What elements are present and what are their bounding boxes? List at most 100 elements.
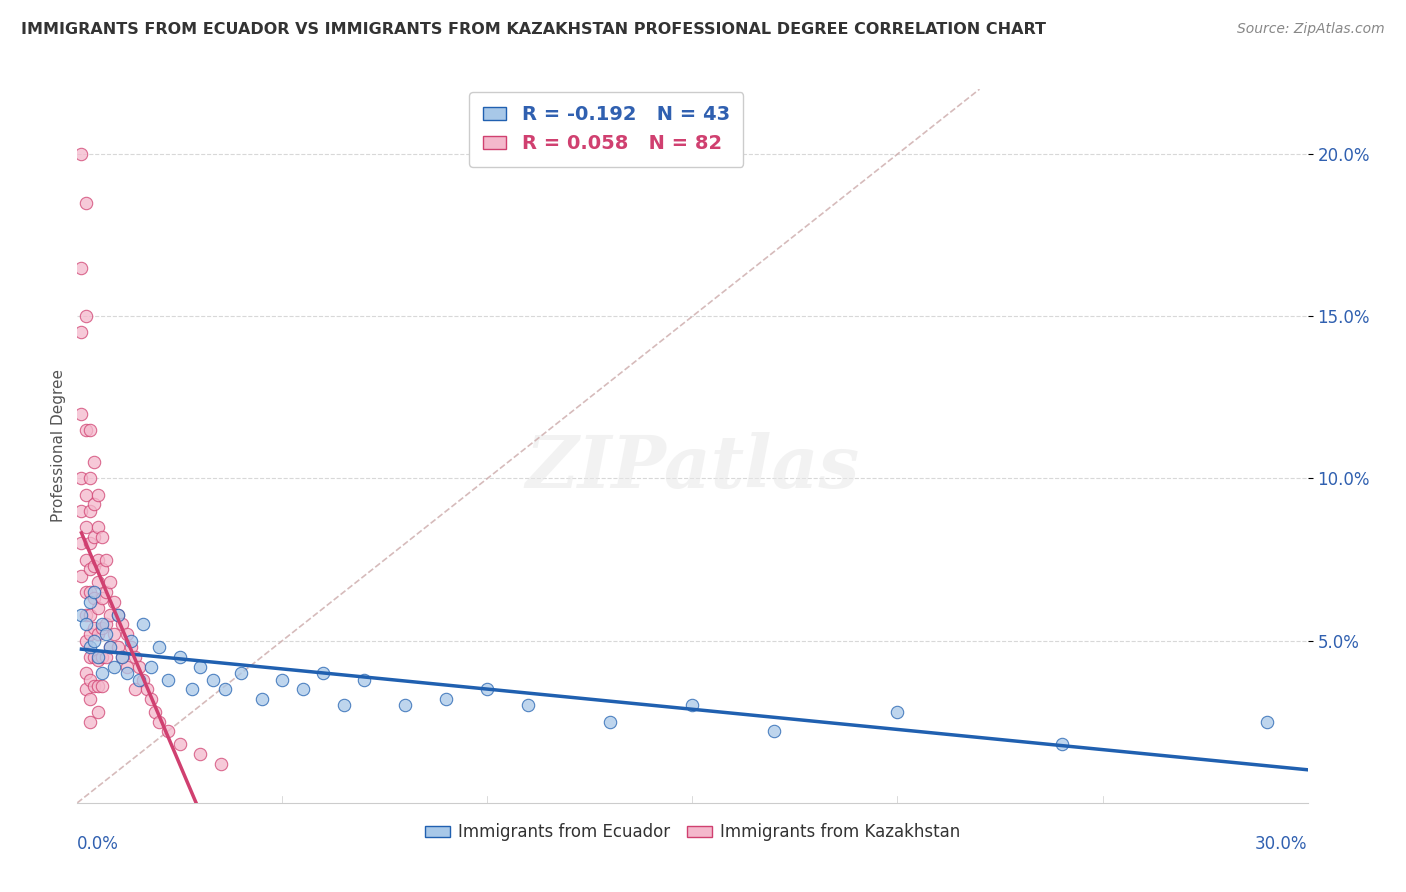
Point [79,714,101,729]
Point [79,562,101,576]
Point [79,471,101,485]
Point [103,627,125,641]
Point [79,692,101,706]
Point [70,326,93,340]
Point [141,692,163,706]
Point [98,640,121,654]
Point [75,585,97,599]
Point [79,585,101,599]
Point [79,627,101,641]
Point [1050,738,1073,752]
Point [70,147,93,161]
Point [115,627,138,641]
Point [70,607,93,622]
Point [143,705,166,719]
Point [90,591,114,606]
Point [599,714,621,729]
Point [886,705,908,719]
Point [682,698,704,713]
Point [107,640,129,654]
Point [169,649,191,664]
Point [517,698,540,713]
Point [353,673,375,687]
Point [79,673,101,687]
Point [83,621,105,635]
Point [70,536,93,550]
Point [75,617,97,632]
Point [94,617,117,632]
Point [87,649,110,664]
Point [87,653,110,667]
Point [181,682,204,697]
Point [120,633,142,648]
Point [87,705,110,719]
Point [75,682,97,697]
Text: 0.0%: 0.0% [77,835,120,853]
Point [394,698,416,713]
Legend: Immigrants from Ecuador, Immigrants from Kazakhstan: Immigrants from Ecuador, Immigrants from… [418,817,967,848]
Point [75,633,97,648]
Point [79,640,101,654]
Point [271,673,294,687]
Point [70,504,93,518]
Point [94,552,117,566]
Text: Source: ZipAtlas.com: Source: ZipAtlas.com [1237,22,1385,37]
Point [70,407,93,421]
Point [98,640,121,654]
Point [83,633,105,648]
Point [128,673,150,687]
Point [132,617,155,632]
Point [70,260,93,275]
Point [90,666,114,681]
Point [291,682,314,697]
Point [115,666,138,681]
Point [90,617,114,632]
Point [132,673,155,687]
Point [70,568,93,582]
Point [107,607,129,622]
Point [477,682,499,697]
Point [79,536,101,550]
Point [75,488,97,502]
Point [188,659,212,673]
Point [333,698,356,713]
Point [94,649,117,664]
Point [98,575,121,590]
Point [83,585,105,599]
Point [312,666,335,681]
Point [83,679,105,693]
Y-axis label: Professional Degree: Professional Degree [51,369,66,523]
Point [436,692,458,706]
Point [79,607,101,622]
Point [75,423,97,437]
Text: IMMIGRANTS FROM ECUADOR VS IMMIGRANTS FROM KAZAKHSTAN PROFESSIONAL DEGREE CORREL: IMMIGRANTS FROM ECUADOR VS IMMIGRANTS FR… [21,22,1046,37]
Point [201,673,224,687]
Point [75,520,97,534]
Point [83,497,105,511]
Point [111,649,134,664]
Point [75,310,97,324]
Point [79,504,101,518]
Point [115,659,138,673]
Point [1256,714,1278,729]
Point [111,617,134,632]
Point [156,673,179,687]
Point [136,682,159,697]
Point [83,649,105,664]
Point [120,640,142,654]
Point [83,455,105,469]
Point [103,659,125,673]
Text: ZIPatlas: ZIPatlas [526,432,859,503]
Point [90,679,114,693]
Point [83,591,105,606]
Point [90,562,114,576]
Point [79,649,101,664]
Point [70,471,93,485]
Point [75,552,97,566]
Point [87,488,110,502]
Point [90,530,114,544]
Point [148,714,170,729]
Point [209,756,232,771]
Point [79,595,101,609]
Point [87,627,110,641]
